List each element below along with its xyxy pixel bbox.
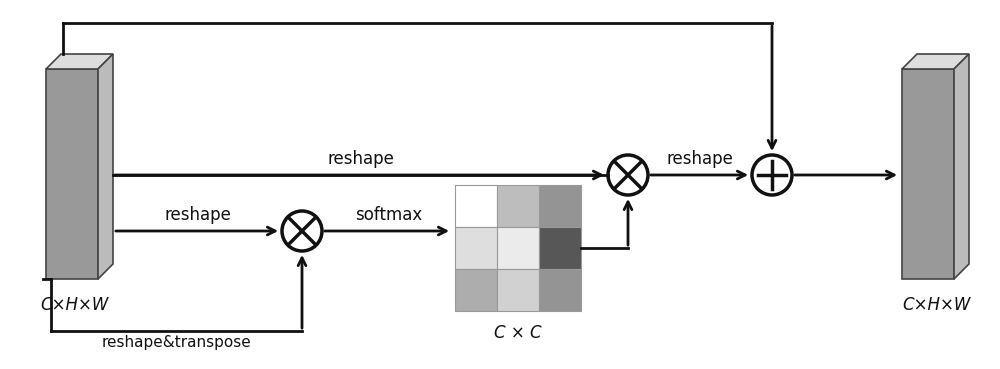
Text: softmax: softmax [355,206,422,224]
Text: reshape: reshape [667,150,733,168]
Text: reshape: reshape [164,206,231,224]
Bar [455,227,497,269]
Bar [497,227,539,269]
Bar [455,269,497,311]
Bar [497,185,539,227]
Bar [539,227,581,269]
Text: C × C: C × C [494,324,542,342]
Polygon shape [902,54,969,69]
Text: C×H×W: C×H×W [40,296,108,314]
Bar [497,269,539,311]
Polygon shape [902,69,954,279]
Polygon shape [46,69,98,279]
Bar [539,269,581,311]
Text: reshape: reshape [327,150,394,168]
Bar [455,185,497,227]
Bar [539,185,581,227]
Polygon shape [46,54,113,69]
Text: reshape&transpose: reshape&transpose [102,335,251,350]
Text: C×H×W: C×H×W [902,296,970,314]
Polygon shape [954,54,969,279]
Polygon shape [98,54,113,279]
